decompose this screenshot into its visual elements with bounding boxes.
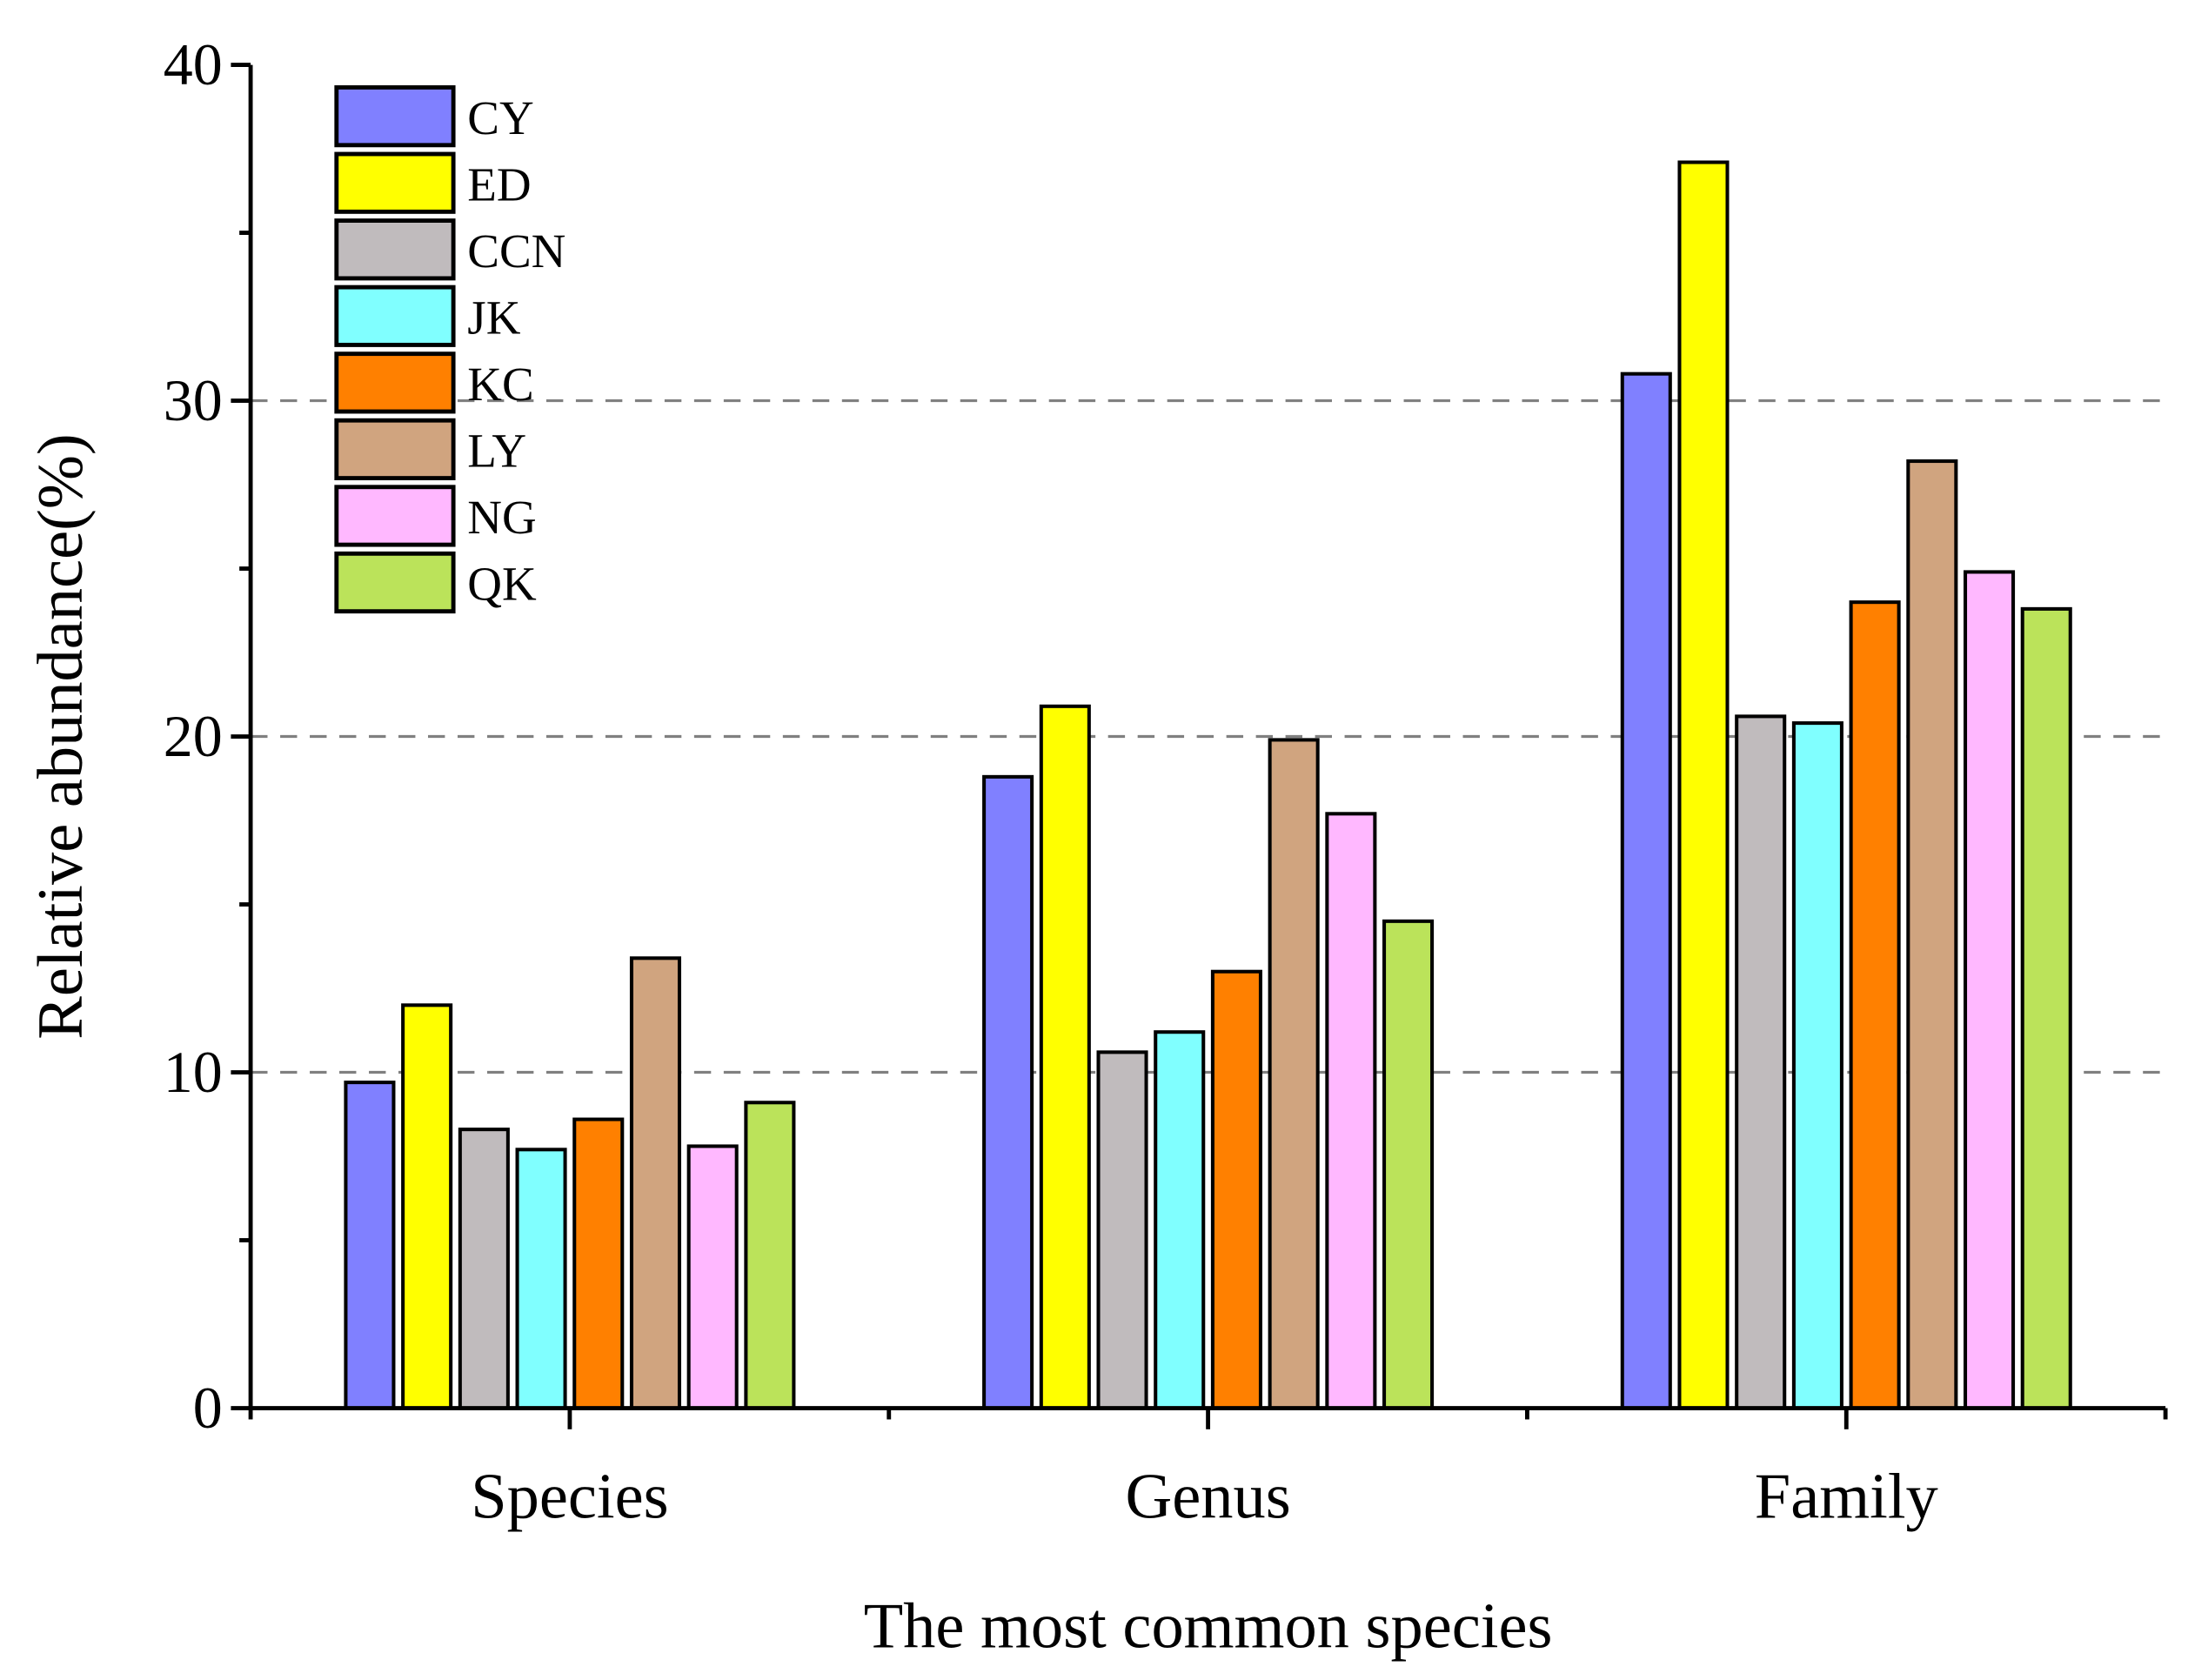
x-tick-label-genus: Genus: [1125, 1462, 1290, 1533]
bars: [344, 160, 2072, 1410]
bar-kc-genus: [1210, 969, 1262, 1410]
bar-ed-family: [1677, 160, 1730, 1410]
bar-ccn-species: [458, 1128, 510, 1410]
legend-item-ng: NG: [334, 485, 537, 547]
bar-ng-family: [1963, 570, 2016, 1410]
bar-qk-species: [744, 1101, 796, 1410]
bar-kc-species: [572, 1117, 625, 1410]
legend-item-qk: QK: [334, 551, 537, 614]
bar-ed-species: [401, 1003, 453, 1410]
bar-ly-genus: [1268, 738, 1320, 1410]
bar-cy-genus: [982, 774, 1034, 1410]
y-tick-label: 10: [164, 1039, 223, 1105]
legend-swatch: [334, 351, 456, 414]
legend: CY ED CCN JK KC LY NG QK: [334, 85, 565, 614]
gridlines: [251, 398, 2166, 1074]
bar-ly-species: [629, 956, 682, 1410]
legend-label: CCN: [467, 224, 565, 278]
legend-swatch: [334, 551, 456, 614]
legend-item-kc: KC: [334, 351, 534, 414]
bar-qk-genus: [1382, 919, 1435, 1410]
legend-swatch: [334, 218, 456, 281]
x-tick-label-species: Species: [471, 1462, 668, 1533]
bar-ccn-family: [1735, 714, 1787, 1410]
bar-ng-genus: [1325, 812, 1377, 1410]
bar-cy-family: [1620, 371, 1672, 1410]
legend-label: QK: [467, 558, 537, 611]
legend-swatch: [334, 418, 456, 480]
legend-item-ly: LY: [334, 418, 526, 480]
y-tick-label: 20: [164, 703, 223, 769]
legend-label: LY: [467, 425, 526, 478]
y-tick-label: 0: [193, 1375, 223, 1441]
legend-label: KC: [467, 358, 533, 411]
legend-label: JK: [467, 291, 520, 345]
x-tick-label-family: Family: [1755, 1462, 1938, 1533]
legend-item-jk: JK: [334, 284, 521, 347]
bar-ccn-genus: [1096, 1050, 1148, 1410]
legend-label: CY: [467, 91, 533, 144]
bar-qk-family: [2020, 606, 2072, 1410]
bar-jk-family: [1791, 721, 1843, 1410]
y-axis-label: Relative abundance(%): [25, 433, 97, 1039]
legend-swatch: [334, 85, 456, 148]
bar-kc-family: [1849, 600, 1901, 1410]
legend-item-ed: ED: [334, 151, 532, 214]
legend-swatch: [334, 151, 456, 214]
legend-label: NG: [467, 491, 536, 544]
bar-ng-species: [686, 1144, 739, 1410]
axes: 0 10 20 30 40 Species Genus Family: [164, 31, 2168, 1533]
bar-ed-genus: [1039, 704, 1091, 1410]
legend-swatch: [334, 485, 456, 547]
x-axis-label: The most common species: [864, 1591, 1553, 1663]
legend-item-cy: CY: [334, 85, 534, 148]
bar-cy-species: [344, 1081, 396, 1410]
legend-swatch: [334, 284, 456, 347]
y-tick-label: 40: [164, 31, 223, 97]
legend-label: ED: [467, 157, 531, 211]
bar-jk-genus: [1154, 1030, 1206, 1410]
bar-ly-family: [1906, 459, 1958, 1410]
legend-item-ccn: CCN: [334, 218, 565, 281]
y-tick-label: 30: [164, 367, 223, 433]
bar-jk-species: [515, 1148, 567, 1410]
